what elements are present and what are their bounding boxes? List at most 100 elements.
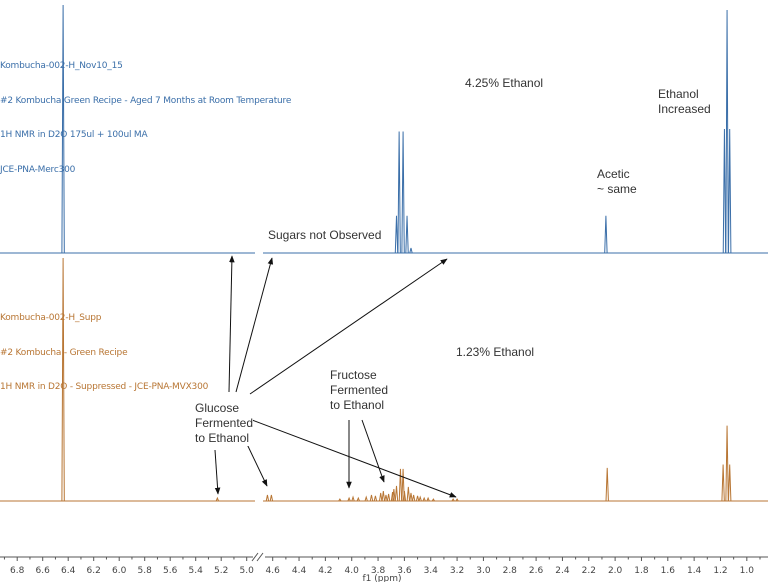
bottom-peak	[378, 492, 383, 502]
top-spectrum-header: Kombucha-002-H_Nov10_15 #2 Kombucha Gree…	[0, 38, 291, 188]
arrow-fructose-2	[361, 419, 385, 483]
arrow-glucose-top-1	[228, 255, 235, 393]
arrow-glucose-top-3	[249, 258, 448, 395]
bottom-peak	[384, 494, 388, 502]
bottom-header-line: 1H NMR in D2O - Suppressed - JCE-PNA-MVX…	[0, 382, 209, 392]
top-spectrum	[0, 4, 768, 254]
bottom-header-line: #2 Kombucha - Green Recipe	[0, 347, 128, 358]
axis-tick-label: 3.4	[424, 566, 439, 576]
top-peak	[725, 9, 729, 254]
bottom-peak	[431, 498, 435, 502]
axis-tick-label: 6.6	[36, 566, 51, 576]
axis-tick-label: 4.0	[345, 566, 360, 576]
top-header-line: #2 Kombucha Green Recipe - Aged 7 Months…	[0, 95, 292, 106]
arrow-glucose-bottom-1	[214, 449, 221, 495]
axis-tick-label: 5.4	[189, 566, 204, 576]
bottom-peak	[409, 492, 413, 502]
axis-tick-label: 2.8	[503, 566, 518, 576]
x-axis-label: f1 (ppm)	[363, 574, 402, 582]
axis-tick-label: 5.8	[138, 566, 153, 576]
axis-tick-label: 4.6	[266, 566, 281, 576]
bottom-peak	[422, 496, 426, 502]
bottom-peak	[392, 489, 396, 502]
axis-tick-label: 2.6	[529, 566, 544, 576]
bottom-peak	[347, 496, 351, 502]
annotation-sugars-not-observed: Sugars not Observed	[266, 228, 384, 243]
arrow-glucose-top-2	[235, 257, 274, 393]
bottom-peak	[381, 490, 386, 502]
bottom-peak	[727, 464, 732, 502]
bottom-peak	[356, 496, 360, 502]
bottom-peak	[415, 495, 420, 502]
bottom-peak	[725, 425, 729, 502]
bottom-peak	[401, 468, 405, 502]
axis-tick-label: 3.8	[371, 566, 386, 576]
bottom-peak	[386, 493, 391, 502]
top-header-line: 1H NMR in D2O 175ul + 100ul MA	[0, 130, 148, 140]
top-header-line: JCE-PNA-Merc300	[0, 164, 76, 175]
arrow-glucose-bottom-2	[245, 441, 268, 487]
bottom-peak	[269, 494, 274, 502]
top-peak	[61, 4, 65, 254]
bottom-peak	[426, 496, 430, 502]
axis-tick-label: 2.0	[608, 566, 623, 576]
annotation-arrows	[214, 255, 457, 498]
annotation-fructose: Fructose Fermented to Ethanol	[330, 368, 389, 412]
axis-tick-label: 1.2	[713, 566, 727, 576]
axis-tick-label: 2.4	[555, 566, 570, 576]
annotation-glucose: Glucose Fermented to Ethanol	[195, 401, 254, 446]
bottom-peak	[418, 495, 422, 502]
bottom-peak	[455, 498, 459, 502]
annotation-top-ethanol: 4.25% Ethanol	[465, 76, 544, 90]
axis-tick-label: 6.8	[10, 566, 25, 576]
bottom-spectrum	[0, 257, 768, 502]
top-peak	[727, 128, 732, 254]
top-peak	[722, 128, 727, 254]
axis-tick-label: 5.2	[214, 566, 228, 576]
bottom-peak	[373, 495, 378, 502]
axis-tick-label: 4.2	[318, 566, 332, 576]
bottom-peak	[411, 494, 416, 502]
spectra	[0, 4, 768, 502]
bottom-peak	[351, 495, 355, 502]
axis-tick-label: 3.2	[450, 566, 464, 576]
bottom-peak	[406, 486, 411, 502]
x-axis: 6.8 6.6 6.4 6.2 6.0 5.8 5.6 5.4 5.2 5.0 4.6 4.4 4.2 4…	[0, 552, 768, 576]
axis-tick-label: 1.6	[661, 566, 676, 576]
axis-tick-label: 6.0	[112, 566, 127, 576]
bottom-peak	[398, 468, 403, 502]
annotation-acetic-same: Acetic ~ same	[597, 167, 637, 196]
bottom-peak	[721, 464, 725, 502]
bottom-peak	[369, 494, 374, 502]
axis-tick-label: 3.0	[476, 566, 491, 576]
top-peak	[397, 131, 401, 254]
axis-tick-label: 3.6	[397, 566, 412, 576]
axis-tick-label: 5.6	[163, 566, 178, 576]
bottom-peak	[338, 498, 342, 502]
top-header-line: Kombucha-002-H_Nov10_15	[0, 61, 123, 71]
top-peak	[604, 215, 608, 254]
bottom-peak	[364, 495, 368, 502]
axis-tick-label: 5.0	[240, 566, 255, 576]
top-peak	[401, 131, 405, 254]
bottom-peak	[265, 494, 270, 502]
axis-tick-label: 1.8	[634, 566, 649, 576]
top-peak	[405, 215, 409, 254]
axis-tick-label: 4.4	[292, 566, 307, 576]
axis-tick-label: 6.4	[61, 566, 76, 576]
bottom-spectrum-header: Kombucha-002-H_Supp #2 Kombucha - Green …	[0, 290, 208, 405]
top-peak	[394, 215, 399, 254]
bottom-peak	[394, 485, 399, 502]
top-peak	[409, 247, 413, 254]
bottom-peak	[61, 257, 65, 502]
bottom-peak	[402, 490, 407, 502]
axis-tick-label: 1.0	[740, 566, 755, 576]
axis-tick-label: 2.2	[582, 566, 596, 576]
axis-break-mark	[251, 552, 264, 562]
annotation-ethanol-increased: Ethanol Increased	[658, 87, 711, 116]
annotation-bottom-ethanol: 1.23% Ethanol	[456, 345, 535, 359]
axis-tick-label: 1.4	[687, 566, 702, 576]
arrow-glucose-bottom-3	[251, 419, 457, 498]
bottom-peak	[215, 496, 220, 502]
